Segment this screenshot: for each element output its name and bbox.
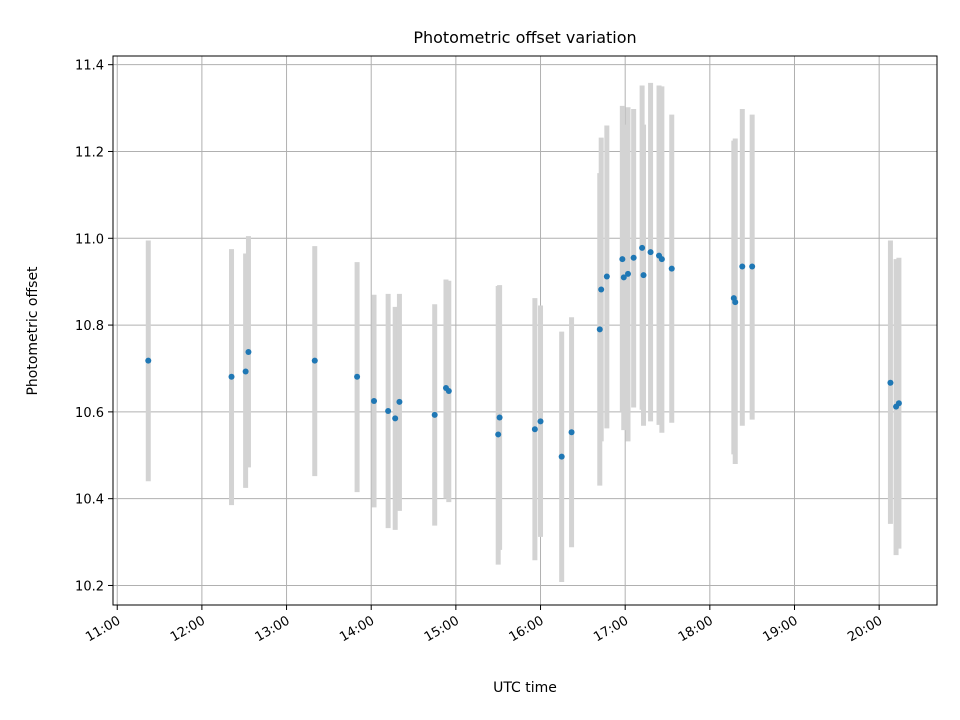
data-point — [647, 249, 654, 256]
data-point — [145, 357, 152, 364]
y-axis-label: Photometric offset — [25, 266, 41, 396]
data-point — [732, 299, 739, 306]
plot-frame — [112, 55, 938, 606]
data-point — [496, 414, 503, 421]
y-axis: 10.2 10.4 10.6 10.8 11.0 11.2 11.4 — [75, 59, 113, 594]
data-point — [371, 398, 378, 405]
y-tick-label: 11.4 — [75, 59, 104, 74]
data-point — [895, 400, 902, 407]
data-point — [495, 431, 502, 438]
y-tick-label: 10.6 — [75, 406, 104, 421]
data-point — [749, 263, 756, 270]
data-point — [668, 265, 675, 272]
y-tick-label: 10.2 — [75, 579, 104, 594]
y-tick-label: 11.2 — [75, 145, 104, 160]
data-point — [311, 357, 318, 364]
data-point — [568, 429, 575, 436]
data-point — [558, 453, 565, 460]
data-point — [598, 286, 605, 293]
data-point — [619, 256, 626, 263]
data-point — [620, 274, 627, 281]
data-point — [658, 256, 665, 263]
y-tick-label: 11.0 — [75, 232, 104, 247]
x-axis-label: UTC time — [493, 680, 557, 696]
data-point — [630, 254, 637, 261]
data-point — [887, 379, 894, 386]
data-point — [625, 270, 631, 277]
data-points — [145, 244, 902, 460]
data-point — [531, 426, 538, 433]
data-point — [445, 388, 452, 395]
data-point — [431, 411, 438, 418]
data-point — [739, 263, 746, 270]
data-point — [596, 326, 603, 333]
data-point — [639, 244, 646, 251]
data-point — [354, 373, 361, 380]
data-point — [242, 368, 249, 375]
data-point — [228, 373, 235, 380]
data-point — [396, 398, 403, 405]
data-point — [245, 348, 252, 355]
chart-title: Photometric offset variation — [413, 28, 636, 47]
y-tick-label: 10.4 — [75, 493, 104, 508]
data-point — [537, 418, 544, 425]
y-tick-label: 10.8 — [75, 319, 104, 334]
data-point — [640, 272, 647, 279]
data-point — [385, 408, 392, 415]
data-point — [392, 415, 399, 422]
data-point — [603, 273, 610, 280]
